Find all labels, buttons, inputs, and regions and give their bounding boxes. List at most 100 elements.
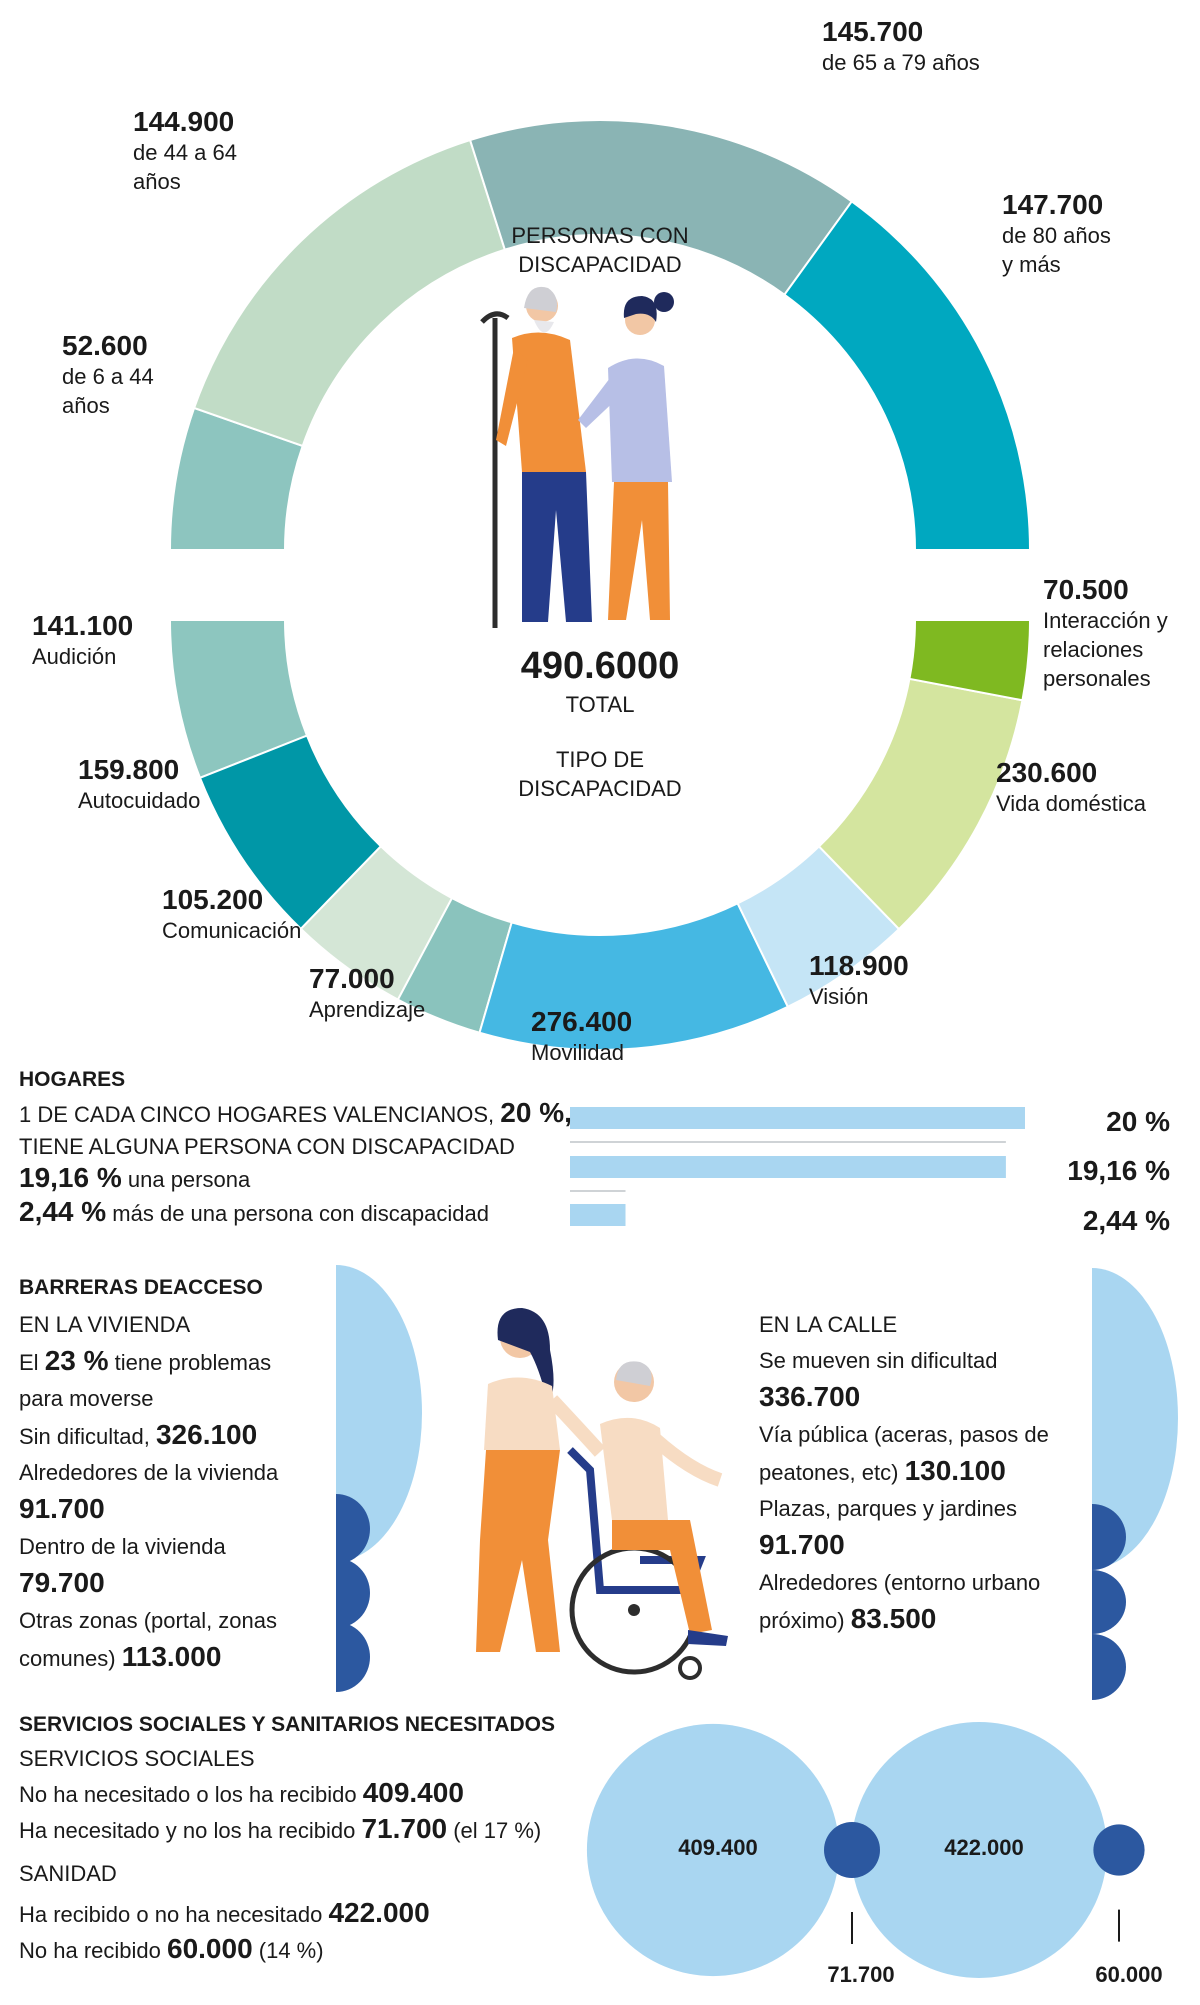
age-label-6-44: 52.600 de 6 a 44 años [62,330,154,420]
text: tiene problemas [114,1350,272,1375]
big-circle [851,1722,1107,1978]
calle-line: 336.700 [759,1379,1049,1417]
donut-total-label: TOTAL [565,692,635,717]
vivienda-line: 79.700 [19,1565,278,1603]
text: No ha necesitado o los ha recibido [19,1782,357,1807]
value: 409.400 [362,1777,464,1808]
data-label: 70.500 [1043,574,1129,605]
hogares-line: 19,16 % una persona [19,1162,572,1196]
vivienda-block: EN LA VIVIENDA El 23 % tiene problemas p… [19,1307,278,1677]
category-label: Comunicación [162,918,302,943]
vivienda-line: comunes) 113.000 [19,1639,278,1677]
category-label: personales [1043,666,1151,691]
age-label-65-79: 145.700 de 65 a 79 años [822,16,980,77]
value: 2,44 % [19,1196,107,1227]
vivienda-line: Otras zonas (portal, zonas [19,1608,278,1633]
bar-value-label: 20 % [1106,1106,1170,1137]
text: una persona [127,1167,251,1192]
data-label: 159.800 [78,754,180,785]
hogares-title: HOGARES [19,1068,126,1091]
calle-block: EN LA CALLE Se mueven sin dificultad 336… [759,1307,1049,1639]
text: más de una persona con discapacidad [112,1201,489,1226]
vivienda-line: El 23 % tiene problemas [19,1343,278,1381]
category-label: de 6 a 44 [62,364,154,389]
donut-top-title-line: PERSONAS CON [511,223,689,248]
text: Ha necesitado y no los ha recibido [19,1818,356,1843]
bar-value-label: 2,44 % [1082,1205,1170,1236]
donut-age-slice [192,138,507,448]
sanidad-line: Ha recibido o no ha necesitado 422.000 [19,1896,541,1932]
donut-bottom-title: TIPO DE DISCAPACIDAD [470,745,730,803]
text: (el 17 %) [453,1818,542,1843]
big-circle [586,1723,840,1977]
sociales-title: SERVICIOS SOCIALES [19,1746,255,1771]
calle-line: Alrededores (entorno urbano [759,1570,1041,1595]
donut-top-title-line: DISCAPACIDAD [518,252,682,277]
data-label: 147.700 [1002,189,1104,220]
value: 71.700 [361,1813,448,1844]
hogares-bar [570,1107,1025,1129]
calle-line: Se mueven sin dificultad [759,1348,998,1373]
hogares-bar-chart [570,1107,1025,1226]
data-label: 77.000 [309,963,395,994]
type-label-aprendizaje: 77.000 Aprendizaje [309,963,425,1024]
text: comunes) [19,1646,116,1671]
sanidad-title: SANIDAD [19,1861,117,1886]
category-label: Aprendizaje [309,997,426,1022]
servicios-title: SERVICIOS SOCIALES Y SANITARIOS NECESITA… [19,1713,555,1736]
barreras-title: BARRERAS DEACCESO [19,1276,263,1299]
category-label: de 44 a 64 [133,140,237,165]
text: 1 DE CADA CINCO HOGARES VALENCIANOS, [19,1102,495,1127]
text: peatones, etc) [759,1460,899,1485]
value: 83.500 [850,1603,937,1634]
value: 130.100 [904,1455,1006,1486]
text: El [19,1350,39,1375]
data-label: 276.400 [531,1006,633,1037]
value: 91.700 [19,1493,105,1524]
calle-line: próximo) 83.500 [759,1601,1049,1639]
illustration-elderly-caregiver [480,286,674,628]
hogares-line: 2,44 % más de una persona con discapacid… [19,1196,572,1230]
category-label: Movilidad [531,1040,624,1065]
type-label-vida-domestica: 230.600 Vida doméstica [996,757,1146,818]
sociales-line: Ha necesitado y no los ha recibido 71.70… [19,1812,541,1848]
servicios-text: SERVICIOS SOCIALES No ha necesitado o lo… [19,1742,541,1968]
value: 91.700 [759,1529,845,1560]
value: 79.700 [19,1567,105,1598]
semicircle-decor [336,1494,370,1564]
semicircle-decor [1092,1268,1178,1568]
calle-line: peatones, etc) 130.100 [759,1453,1049,1491]
sanidad-line: No ha recibido 60.000 (14 %) [19,1932,541,1968]
value: 336.700 [759,1381,861,1412]
semicircle-decor [336,1558,370,1628]
type-label-movilidad: 276.400 Movilidad [531,1006,632,1067]
calle-line: 91.700 [759,1527,1049,1565]
category-label: y más [1002,252,1061,277]
value: 113.000 [121,1641,222,1672]
circle-label-sociales: 409.400 [678,1835,758,1860]
servicios-circle-chart [586,1722,1145,1978]
vivienda-line: Sin dificultad, 326.100 [19,1417,278,1455]
bar-value-label: 19,16 % [1067,1155,1170,1186]
text: No ha recibido [19,1938,161,1963]
vivienda-line: 91.700 [19,1491,278,1529]
vivienda-title: EN LA VIVIENDA [19,1312,191,1337]
data-label: 230.600 [996,757,1098,788]
donut-total-value: 490.6000 [520,645,680,687]
vivienda-line: Dentro de la vivienda [19,1534,226,1559]
donut-type-slice [908,619,1032,702]
type-label-vision: 118.900 Visión [809,950,909,1011]
small-circle-label-sanidad: 60.000 [1095,1962,1163,1987]
category-label: años [133,169,181,194]
data-label: 118.900 [809,950,909,981]
age-label-80: 147.700 de 80 años y más [1002,189,1111,279]
calle-line: Plazas, parques y jardines [759,1496,1018,1521]
donut-age-slice [783,200,1032,551]
semicircle-decor [1092,1570,1126,1634]
category-label: años [62,393,110,418]
hogares-line: 1 DE CADA CINCO HOGARES VALENCIANOS, 20 … [19,1096,572,1132]
donut-top-title: PERSONAS CON DISCAPACIDAD [470,221,730,279]
category-label: de 80 años [1002,223,1111,248]
